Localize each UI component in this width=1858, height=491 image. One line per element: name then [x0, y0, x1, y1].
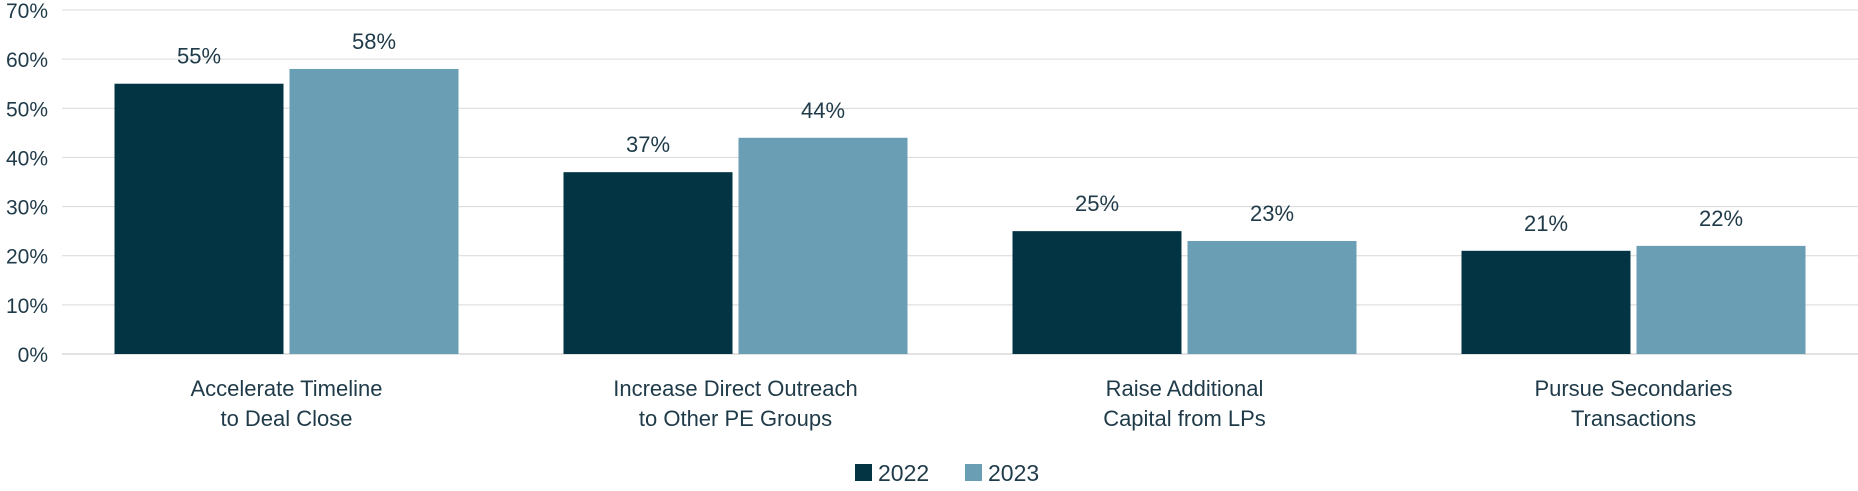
bar-2023-2 — [738, 137, 908, 354]
category-label: Increase Direct Outreach — [613, 376, 858, 401]
bar-2023-4 — [1636, 245, 1806, 354]
category-label: Transactions — [1571, 406, 1696, 431]
bar-2023-3 — [1187, 240, 1357, 354]
bars — [114, 68, 1806, 354]
category-label: Capital from LPs — [1103, 406, 1266, 431]
bar-2022-2 — [563, 172, 733, 354]
data-label: 55% — [177, 44, 221, 69]
x-axis-category-labels: Accelerate Timeline to Deal Close Increase… — [191, 376, 1733, 431]
category-label: Accelerate Timeline — [191, 376, 383, 401]
category-label: Raise Additional — [1106, 376, 1264, 401]
legend: 2022 2023 — [855, 460, 1039, 486]
data-label: 21% — [1524, 211, 1568, 236]
data-label: 37% — [626, 132, 670, 157]
y-tick-label: 30% — [6, 197, 48, 220]
y-tick-label: 70% — [6, 0, 48, 23]
bar-2023-1 — [289, 68, 459, 354]
category-label: Pursue Secondaries — [1534, 376, 1732, 401]
data-label: 44% — [801, 98, 845, 123]
data-label: 25% — [1075, 191, 1119, 216]
data-label: 22% — [1699, 206, 1743, 231]
y-tick-label: 40% — [6, 147, 48, 170]
bar-2022-3 — [1012, 231, 1182, 354]
y-tick-label: 60% — [6, 49, 48, 72]
legend-label: 2022 — [878, 460, 929, 486]
bar-2022-4 — [1461, 250, 1631, 354]
data-label: 58% — [352, 29, 396, 54]
data-label: 23% — [1250, 201, 1294, 226]
data-labels: 55% 58% 37% 44% 25% 23% 21% 22% — [177, 29, 1743, 236]
y-tick-label: 50% — [6, 98, 48, 121]
y-tick-label: 0% — [18, 344, 48, 367]
y-axis-tick-labels: 0% 10% 20% 30% 40% 50% 60% 70% — [6, 0, 48, 367]
bar-2022-1 — [114, 83, 284, 354]
legend-label: 2023 — [988, 460, 1039, 486]
legend-swatch-2022 — [855, 464, 872, 481]
y-tick-label: 10% — [6, 295, 48, 318]
y-tick-label: 20% — [6, 246, 48, 269]
category-label: to Other PE Groups — [639, 406, 832, 431]
legend-swatch-2023 — [965, 464, 982, 481]
category-label: to Deal Close — [220, 406, 352, 431]
